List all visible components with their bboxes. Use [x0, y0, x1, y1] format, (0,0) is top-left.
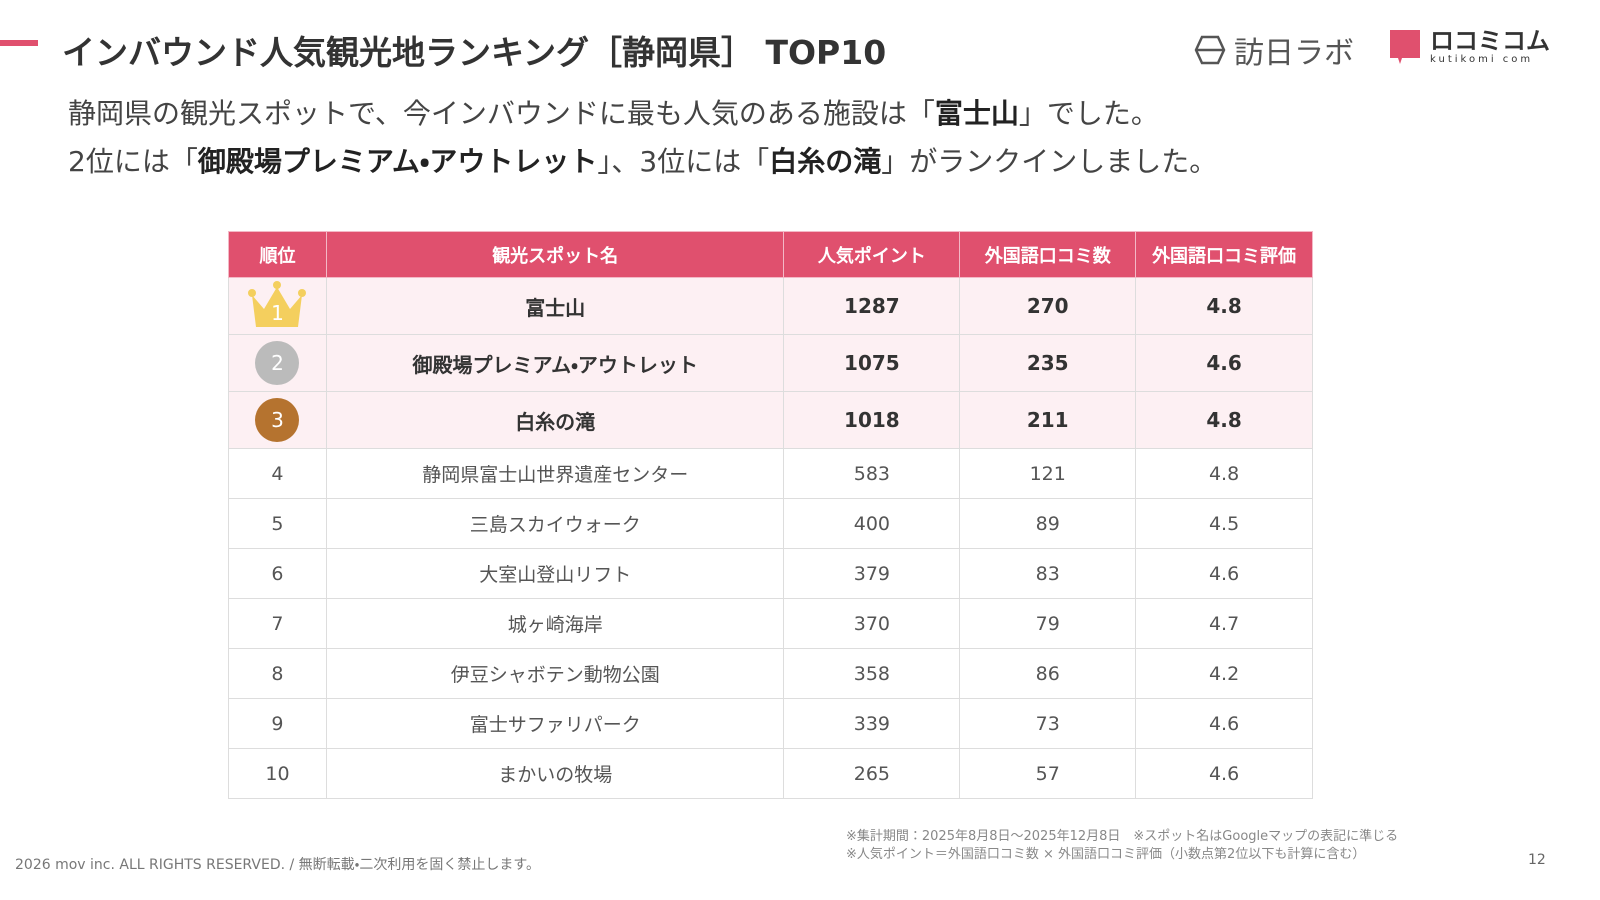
cell: 83 [959, 548, 1137, 599]
crown: 1 [246, 279, 308, 329]
cell: 4.6 [1135, 548, 1313, 599]
cell: 大室山登山リフト [325, 548, 785, 599]
table-row: 1 富士山 1287 270 4.8 [228, 277, 1313, 335]
header-row: 順位 観光スポット名 人気ポイント 外国語口コミ数 外国語口コミ評価 [228, 231, 1313, 278]
table-row: 3 白糸の滝 1018 211 4.8 [228, 391, 1313, 449]
logo: 訪日ラボ [1194, 28, 1354, 72]
copyright: 2026 mov inc. ALL RIGHTS RESERVED. / 無断転… [15, 857, 541, 873]
cell: 235 [959, 334, 1137, 392]
cell: 4.8 [1135, 448, 1313, 499]
cell: 1287 [783, 277, 961, 335]
cell: 73 [959, 698, 1137, 749]
rank-badge: 2 [255, 341, 300, 385]
cell: 4.7 [1135, 598, 1313, 649]
logo: ロコミコム kutikomi com [1388, 28, 1550, 66]
rank-badge: 3 [255, 398, 300, 442]
cell: 三島スカイウォーク [325, 498, 785, 549]
ranking-table: 順位 観光スポット名 人気ポイント 外国語口コミ数 外国語口コミ評価 1 富士山 1287 27… [228, 231, 1313, 799]
rank: 4 [228, 448, 327, 499]
intro-line: 2位には「御殿場プレミアム・アウトレット」、3位には「白糸の滝」がランクインしま… [68, 140, 1217, 180]
cell: 御殿場プレミアム・アウトレット [325, 334, 785, 392]
cell: 1075 [783, 334, 961, 392]
column-header: 外国語口コミ数 [959, 231, 1137, 278]
accent-bar [0, 40, 38, 46]
logo-group: ロコミコム kutikomi com [1430, 28, 1550, 65]
text: 」でした。 [1018, 97, 1159, 130]
cell: 1018 [783, 391, 961, 449]
column-header: 人気ポイント [783, 231, 961, 278]
table-row: 4 静岡県富士山世界遺産センター 583 121 4.8 [228, 448, 1313, 499]
cell: 57 [959, 748, 1137, 799]
rank-cell: 1 [228, 277, 327, 335]
column-header: 外国語口コミ評価 [1135, 231, 1313, 278]
text: 富士山 [934, 97, 1019, 130]
cell: まかいの牧場 [325, 748, 785, 799]
rank: 9 [228, 698, 327, 749]
rank: 7 [228, 598, 327, 649]
rank: 10 [228, 748, 327, 799]
cell: 4.5 [1135, 498, 1313, 549]
table-row: 5 三島スカイウォーク 400 89 4.5 [228, 498, 1313, 549]
cell: 339 [783, 698, 961, 749]
rank: 6 [228, 548, 327, 599]
cell: 白糸の滝 [325, 391, 785, 449]
cell: 4.8 [1135, 277, 1313, 335]
logo-text: kutikomi com [1430, 54, 1534, 65]
text: 御殿場プレミアム・アウトレット [197, 145, 598, 178]
title: インバウンド人気観光地ランキング［静岡県］ TOP10 [62, 33, 887, 72]
cell: 211 [959, 391, 1137, 449]
logo-icon [1390, 30, 1420, 64]
rank-cell: 3 [228, 391, 327, 449]
table-row: 9 富士サファリパーク 339 73 4.6 [228, 698, 1313, 749]
table-row: 10 まかいの牧場 265 57 4.6 [228, 748, 1313, 799]
text: 白糸の滝 [769, 145, 882, 178]
cell: 379 [783, 548, 961, 599]
text: 静岡県の観光スポットで、今インバウンドに最も人気のある施設は「 [68, 97, 935, 130]
cell: 89 [959, 498, 1137, 549]
table-row: 6 大室山登山リフト 379 83 4.6 [228, 548, 1313, 599]
table-row: 7 城ヶ崎海岸 370 79 4.7 [228, 598, 1313, 649]
table-row: 8 伊豆シャボテン動物公園 358 86 4.2 [228, 648, 1313, 699]
cell: 富士山 [325, 277, 785, 335]
rank: 8 [228, 648, 327, 699]
text: 」、3位には「 [597, 145, 770, 178]
cell: 4.6 [1135, 748, 1313, 799]
cell: 400 [783, 498, 961, 549]
cell: 370 [783, 598, 961, 649]
cell: 4.2 [1135, 648, 1313, 699]
table-row: 2 御殿場プレミアム・アウトレット 1075 235 4.6 [228, 334, 1313, 392]
column-header: 観光スポット名 [325, 231, 785, 278]
logo-text: 訪日ラボ [1234, 36, 1354, 71]
intro-line: 静岡県の観光スポットで、今インバウンドに最も人気のある施設は「富士山」でした。 [68, 92, 1159, 132]
cell: 358 [783, 648, 961, 699]
cell: 静岡県富士山世界遺産センター [325, 448, 785, 499]
cell: 583 [783, 448, 961, 499]
cell: 富士サファリパーク [325, 698, 785, 749]
note: ※人気ポイント＝外国語口コミ数 × 外国語口コミ評価（小数点第2位以下も計算に含… [846, 847, 1366, 862]
cell: 270 [959, 277, 1137, 335]
text: 2位には「 [68, 145, 198, 178]
cell: 86 [959, 648, 1137, 699]
page-number: 12 [1528, 852, 1546, 868]
rank-cell: 2 [228, 334, 327, 392]
rank: 1 [271, 300, 284, 325]
cell: 265 [783, 748, 961, 799]
cell: 4.6 [1135, 334, 1313, 392]
logo-text: ロコミコム [1430, 27, 1550, 55]
cell: 121 [959, 448, 1137, 499]
cell: 伊豆シャボテン動物公園 [325, 648, 785, 699]
cell: 4.8 [1135, 391, 1313, 449]
cell: 79 [959, 598, 1137, 649]
text: 」がランクインしました。 [881, 145, 1218, 178]
column-header: 順位 [228, 231, 327, 278]
cell: 城ヶ崎海岸 [325, 598, 785, 649]
logo-icon [1194, 35, 1226, 65]
note: ※集計期間：2025年8月8日〜2025年12月8日 ※スポット名はGoogle… [846, 829, 1399, 844]
cell: 4.6 [1135, 698, 1313, 749]
rank: 5 [228, 498, 327, 549]
